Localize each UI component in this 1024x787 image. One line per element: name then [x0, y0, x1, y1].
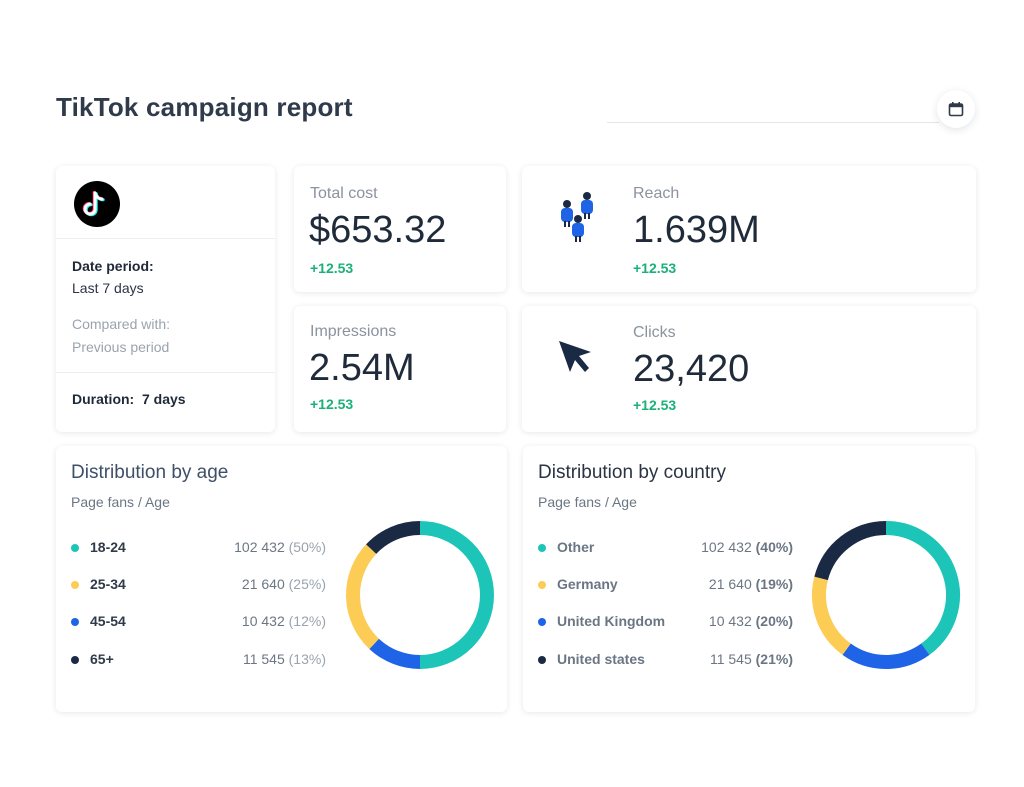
- donut-slice-united-kingdom: [842, 643, 930, 669]
- impressions-change: +12.53: [310, 396, 354, 412]
- clicks-title: Clicks: [633, 324, 676, 341]
- legend-item: United states 11 545 (21%): [538, 650, 793, 670]
- legend-dot: [538, 618, 546, 626]
- legend-label: 65+: [90, 651, 114, 667]
- country-donut-chart: [812, 521, 960, 669]
- age-subtitle: Page fans / Age: [71, 494, 170, 510]
- people-icon: [561, 192, 593, 242]
- legend-value: 21 640 (19%): [708, 576, 793, 592]
- legend-dot: [71, 581, 79, 589]
- legend-dot: [71, 618, 79, 626]
- donut-slice-65+: [366, 521, 421, 555]
- country-subtitle: Page fans / Age: [538, 494, 637, 510]
- compared-label: Compared with:: [72, 316, 171, 332]
- legend-label: 18-24: [90, 539, 126, 555]
- clicks-change: +12.53: [633, 397, 677, 413]
- donut-slice-other: [885, 521, 960, 655]
- legend-dot: [71, 656, 79, 664]
- calendar-button[interactable]: [937, 90, 975, 128]
- legend-dot: [71, 544, 79, 552]
- total-cost-value: $653.32: [309, 209, 447, 251]
- legend-dot: [538, 544, 546, 552]
- page-title: TikTok campaign report: [56, 92, 353, 122]
- donut-slice-25-34: [346, 544, 380, 649]
- tiktok-logo-icon: [74, 181, 120, 227]
- legend-value: 11 545 (13%): [242, 651, 326, 667]
- impressions-value: 2.54M: [309, 347, 415, 389]
- total-cost-change: +12.53: [310, 260, 354, 276]
- legend-item: Germany 21 640 (19%): [538, 575, 793, 595]
- clicks-value: 23,420: [633, 348, 750, 390]
- donut-slice-18-24: [419, 521, 494, 669]
- legend-label: Germany: [557, 576, 618, 592]
- donut-slice-united-states: [814, 521, 887, 581]
- legend-value: 10 432 (20%): [708, 613, 793, 629]
- legend-item: 45-54 10 432 (12%): [71, 612, 326, 632]
- cursor-icon: [559, 341, 591, 372]
- total-cost-title: Total cost: [310, 185, 378, 202]
- legend-value: 10 432 (12%): [241, 613, 326, 629]
- age-title: Distribution by age: [71, 462, 229, 483]
- legend-value: 21 640 (25%): [241, 576, 326, 592]
- legend-item: 18-24 102 432 (50%): [71, 538, 326, 558]
- country-title: Distribution by country: [538, 462, 726, 483]
- reach-change: +12.53: [633, 260, 677, 276]
- date-period-value: Last 7 days: [72, 280, 144, 296]
- legend-item: United Kingdom 10 432 (20%): [538, 612, 793, 632]
- impressions-card: Impressions 2.54M +12.53: [294, 306, 506, 432]
- legend-dot: [538, 656, 546, 664]
- campaign-info-card: Date period: Last 7 days Compared with: …: [56, 166, 275, 432]
- legend-value: 102 432 (50%): [234, 539, 326, 555]
- legend-label: United states: [557, 651, 645, 667]
- legend-label: 45-54: [90, 613, 126, 629]
- divider: [56, 238, 275, 239]
- legend-label: Other: [557, 539, 595, 555]
- clicks-card: Clicks 23,420 +12.53: [522, 306, 976, 432]
- legend-item: Other 102 432 (40%): [538, 538, 793, 558]
- reach-value: 1.639M: [633, 209, 760, 251]
- legend-item: 25-34 21 640 (25%): [71, 575, 326, 595]
- legend-value: 11 545 (21%): [709, 651, 793, 667]
- age-donut-chart: [346, 521, 494, 669]
- age-distribution-card: Distribution by age Page fans / Age 18-2…: [56, 446, 507, 712]
- legend-label: United Kingdom: [557, 613, 666, 629]
- reach-card: Reach 1.639M +12.53: [522, 166, 976, 292]
- donut-slice-45-54: [369, 638, 421, 669]
- donut-slice-germany: [812, 576, 851, 655]
- date-range-field[interactable]: [607, 122, 939, 123]
- impressions-title: Impressions: [310, 323, 397, 340]
- country-distribution-card: Distribution by country Page fans / Age …: [523, 446, 975, 712]
- legend-label: 25-34: [90, 576, 126, 592]
- duration-label: Duration:: [72, 391, 135, 407]
- divider: [56, 372, 275, 373]
- legend-item: 65+ 11 545 (13%): [71, 650, 326, 670]
- reach-title: Reach: [633, 185, 680, 202]
- compared-value: Previous period: [72, 339, 170, 355]
- date-period-label: Date period:: [72, 258, 154, 274]
- legend-dot: [538, 581, 546, 589]
- calendar-icon: [948, 102, 964, 117]
- duration-value: 7 days: [142, 391, 186, 407]
- duration: Duration: 7 days: [72, 391, 186, 407]
- total-cost-card: Total cost $653.32 +12.53: [294, 166, 506, 292]
- legend-value: 102 432 (40%): [701, 539, 793, 555]
